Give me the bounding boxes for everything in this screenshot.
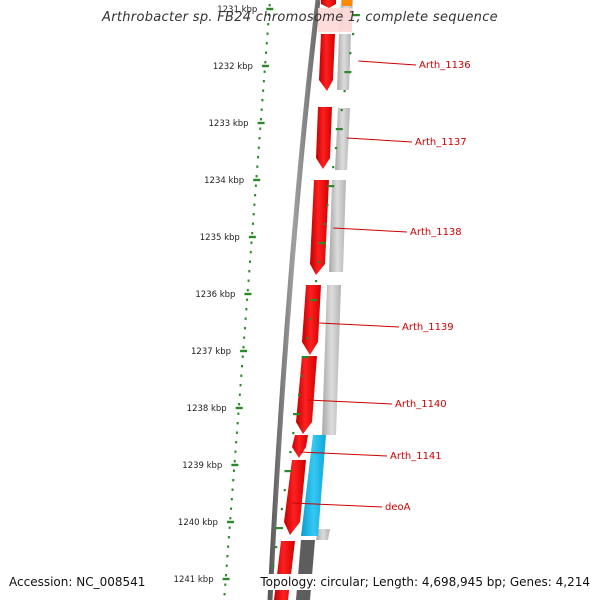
kbp-tick-label: 1235 kbp <box>200 233 240 243</box>
map-title: Arthrobacter sp. FB24 chromosome 1, comp… <box>102 10 498 25</box>
pink-feature-top <box>318 8 352 32</box>
gene-arrow[interactable] <box>316 107 332 169</box>
gene-label[interactable]: Arth_1139 <box>402 322 454 333</box>
gene-label-leader <box>319 322 400 328</box>
gene-highlight-block[interactable] <box>301 435 326 536</box>
kbp-tick-label: 1231 kbp <box>217 5 257 15</box>
kbp-tick <box>226 520 234 524</box>
gene-label-leader <box>358 60 417 66</box>
gene-label[interactable]: Arth_1137 <box>415 137 467 148</box>
kbp-tick <box>222 577 230 581</box>
kbp-tick-label: 1237 kbp <box>191 347 231 357</box>
kbp-tick-label: 1240 kbp <box>178 518 218 528</box>
gene-label[interactable]: Arth_1136 <box>419 60 471 71</box>
gene-label[interactable]: Arth_1140 <box>395 399 447 410</box>
gene-label-leader <box>307 399 393 405</box>
kbp-tick-label: 1241 kbp <box>174 575 214 585</box>
gene-arrow[interactable] <box>319 34 335 91</box>
kbp-tick <box>266 7 274 11</box>
partial-feature-top <box>342 0 352 6</box>
genome-backbone <box>267 0 321 600</box>
gene-arrow[interactable] <box>310 180 329 275</box>
topology-text: Topology: circular; Length: 4,698,945 bp… <box>258 574 592 590</box>
gene-arrow[interactable] <box>321 0 336 8</box>
kbp-tick <box>244 292 252 296</box>
gene-label[interactable]: Arth_1141 <box>390 451 442 462</box>
gene-label[interactable]: Arth_1138 <box>410 227 462 238</box>
kbp-tick <box>240 349 248 353</box>
gene-labels: Arth_1136 Arth_1137 Arth_1138 Arth_1139 Arth… <box>292 60 471 513</box>
kbp-tick-label: 1234 kbp <box>204 176 244 186</box>
gene-label-leader <box>346 137 413 143</box>
gene-arrow[interactable] <box>274 541 295 600</box>
gene-label-leader <box>299 451 388 457</box>
gene-label-leader <box>292 502 383 508</box>
accession-text: Accession: NC_008541 <box>7 574 148 590</box>
kbp-tick <box>235 406 243 410</box>
gene-arrow[interactable] <box>292 435 308 458</box>
kbp-tick <box>248 235 256 239</box>
kbp-tick <box>257 121 265 125</box>
kbp-tick <box>261 64 269 68</box>
kbp-tick-label: 1239 kbp <box>182 461 222 471</box>
kbp-scale: 1231 kbp 1232 kbp 1233 kbp 1234 kbp 1235 kbp… <box>174 4 274 596</box>
kbp-tick <box>231 463 239 467</box>
kbp-tick-label: 1238 kbp <box>187 404 227 414</box>
kbp-tick-label: 1232 kbp <box>213 62 253 72</box>
gene-label-leader <box>333 227 408 233</box>
kbp-tick-label: 1236 kbp <box>195 290 235 300</box>
kbp-tick-label: 1233 kbp <box>209 119 249 129</box>
kbp-tick <box>253 178 261 182</box>
gene-arrow[interactable] <box>284 460 306 535</box>
gene-label[interactable]: deoA <box>385 502 411 513</box>
